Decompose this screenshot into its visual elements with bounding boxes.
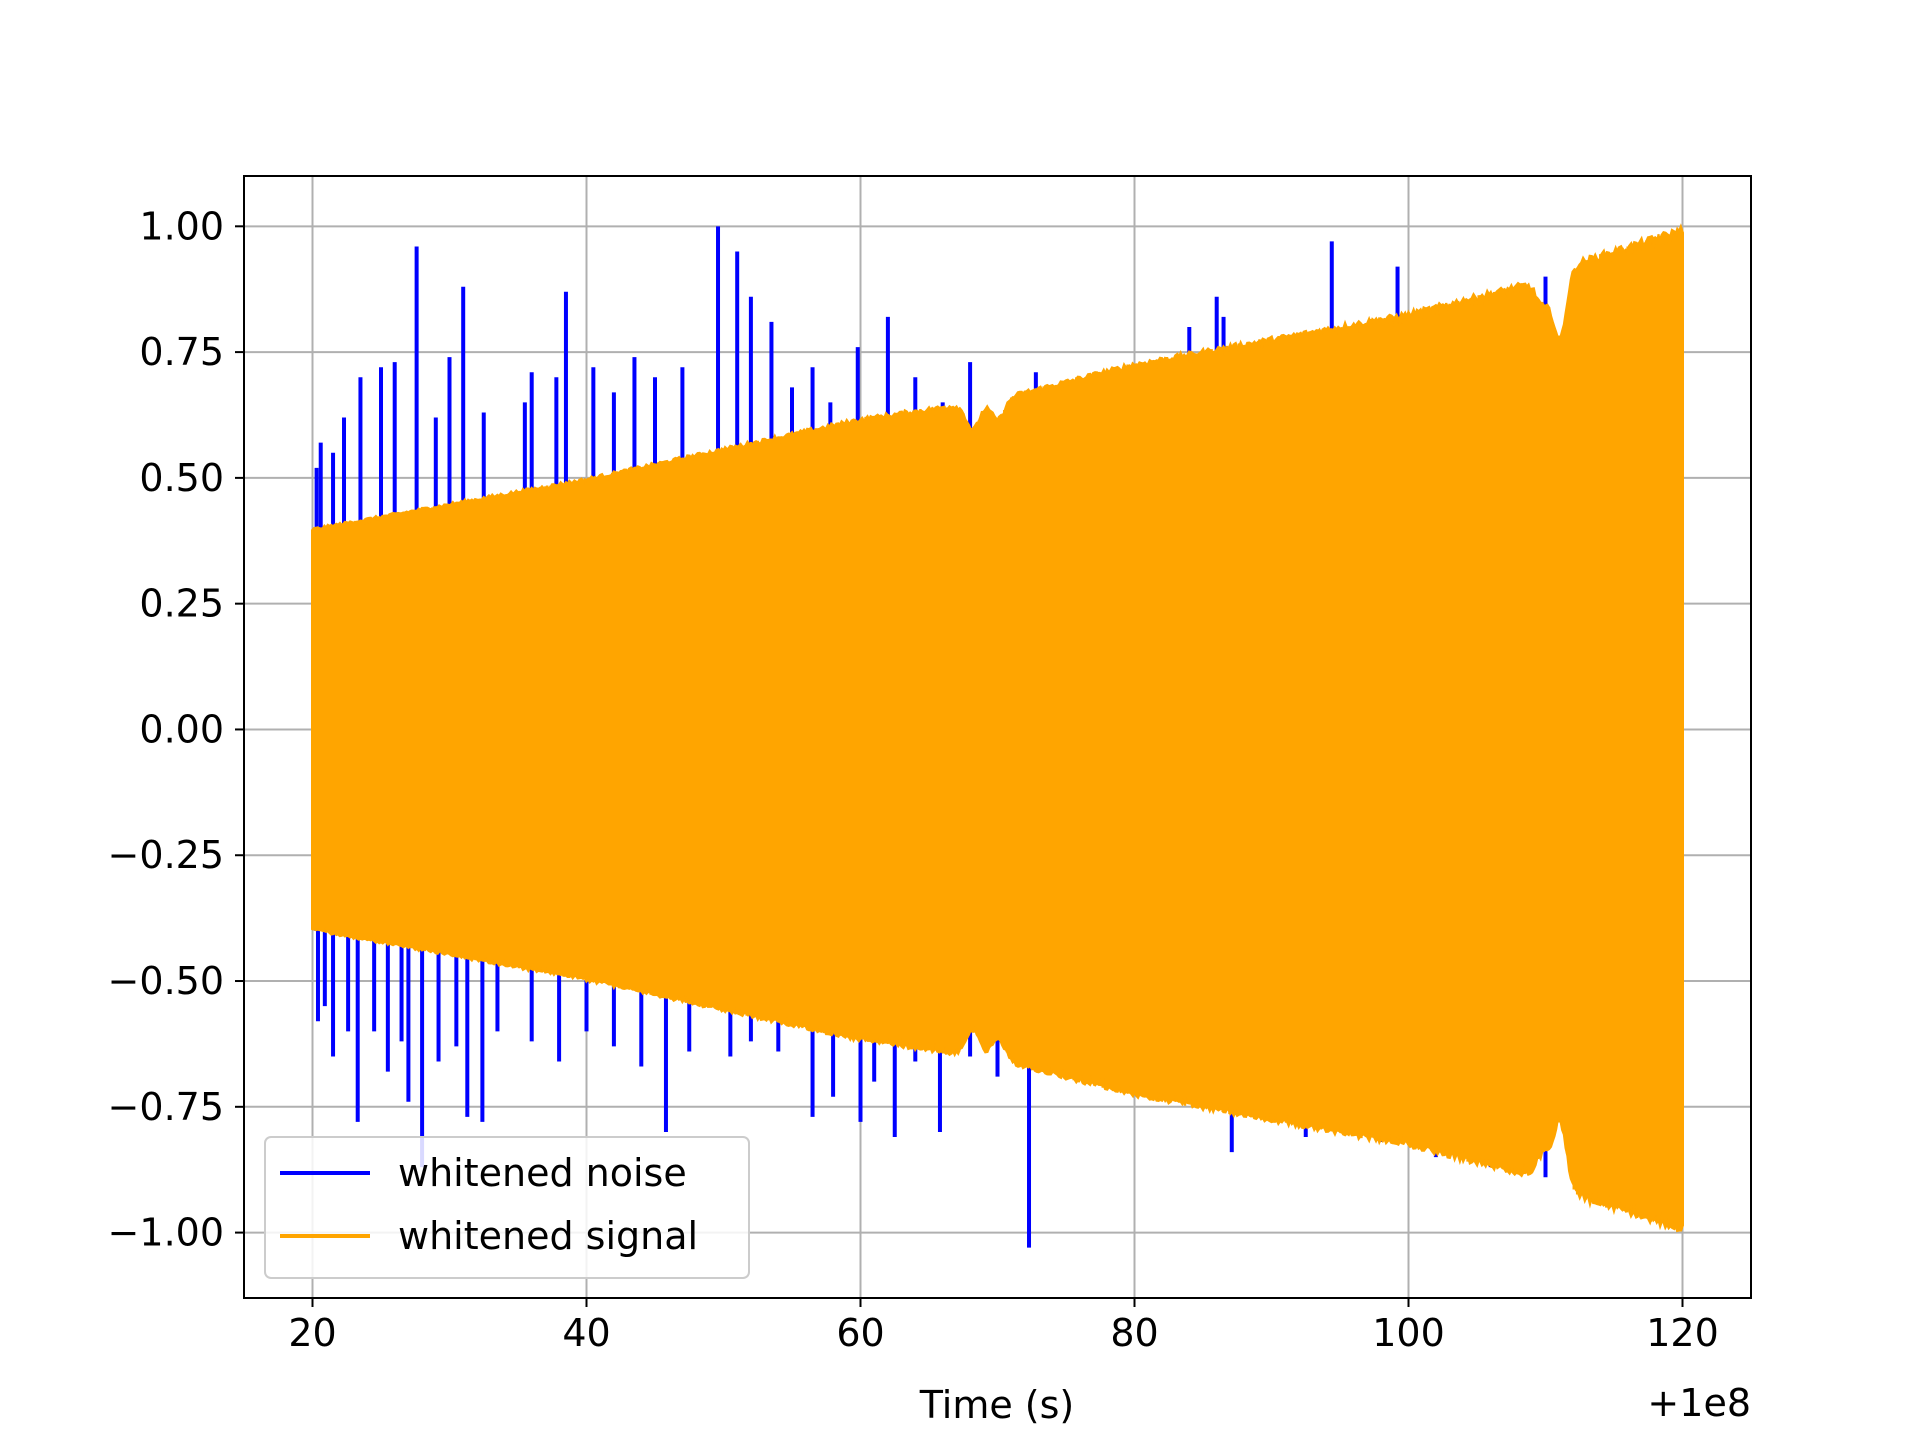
- x-tick-label: 120: [1646, 1311, 1719, 1355]
- y-tick-label: 0.75: [139, 330, 224, 374]
- y-tick-label: −0.25: [108, 833, 224, 877]
- y-tick-label: 0.50: [139, 456, 224, 500]
- signal-trace: [311, 228, 1684, 1230]
- y-tick-label: 1.00: [139, 204, 224, 248]
- x-tick-label: 100: [1372, 1311, 1445, 1355]
- legend-box: [264, 1136, 750, 1279]
- x-axis-label: Time (s): [919, 1383, 1075, 1427]
- x-tick-label: 60: [836, 1311, 884, 1355]
- plot-area: [311, 223, 1684, 1248]
- y-tick-label: −0.50: [108, 959, 224, 1003]
- y-tick-label: 0.25: [139, 582, 224, 626]
- x-axis-offset-label: +1e8: [1647, 1381, 1751, 1425]
- x-tick-label: 20: [288, 1311, 336, 1355]
- legend-label-whitened-noise: whitened noise: [398, 1151, 687, 1195]
- axis-ticks: 20 40 60 80 100 120 1.00 0.75 0.50 0.25 0.00 −0.25 −…: [108, 204, 1719, 1355]
- x-tick-label: 40: [562, 1311, 610, 1355]
- legend-label-whitened-signal: whitened signal: [398, 1214, 698, 1258]
- y-tick-label: −1.00: [108, 1211, 224, 1255]
- signal-series: [311, 223, 1684, 1233]
- axes-frame: [243, 175, 1752, 1299]
- y-tick-label: 0.00: [139, 707, 224, 751]
- y-tick-label: −0.75: [108, 1085, 224, 1129]
- x-tick-label: 80: [1110, 1311, 1158, 1355]
- legend: whitened noise whitened signal: [264, 1136, 750, 1279]
